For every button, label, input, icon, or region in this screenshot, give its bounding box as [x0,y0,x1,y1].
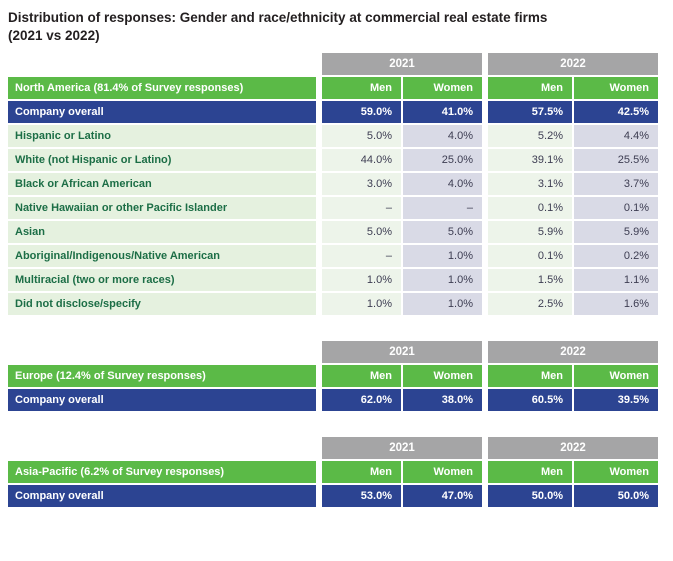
year-header-row: 2021 2022 [8,436,673,459]
gender-header-women-2022: Women [574,76,658,99]
value-cell: 5.0% [403,220,482,243]
company-overall-label: Company overall [8,388,316,411]
region-header-row: North America (81.4% of Survey responses… [8,76,673,99]
year-header-2022: 2022 [488,340,658,363]
value-cell: 5.2% [488,124,572,147]
gender-header-women-2021: Women [403,364,482,387]
value-cell: 5.9% [488,220,572,243]
region-header-label: North America (81.4% of Survey responses… [8,76,316,99]
company-overall-label: Company overall [8,484,316,507]
gender-header-women-2021: Women [403,460,482,483]
figure-title: Distribution of responses: Gender and ra… [8,10,548,43]
value-cell: 5.0% [322,124,401,147]
company-overall-label: Company overall [8,100,316,123]
value-cell: 60.5% [488,388,572,411]
year-header-row: 2021 2022 [8,52,673,75]
gender-header-men-2022: Men [488,76,572,99]
value-cell: 4.0% [403,172,482,195]
value-cell: 59.0% [322,100,401,123]
value-cell: 50.0% [488,484,572,507]
year-header-row: 2021 2022 [8,340,673,363]
table-north-america: 2021 2022 North America (81.4% of Survey… [8,52,673,315]
value-cell: 3.7% [574,172,658,195]
value-cell: 39.5% [574,388,658,411]
year-header-2021: 2021 [322,340,482,363]
value-cell: 1.1% [574,268,658,291]
region-header-label: Europe (12.4% of Survey responses) [8,364,316,387]
value-cell: 5.9% [574,220,658,243]
value-cell: 57.5% [488,100,572,123]
region-header-row: Asia-Pacific (6.2% of Survey responses) … [8,460,673,483]
value-cell: 3.0% [322,172,401,195]
value-cell: 62.0% [322,388,401,411]
value-cell: 42.5% [574,100,658,123]
row-label: Did not disclose/specify [8,292,316,315]
table-row: White (not Hispanic or Latino) 44.0% 25.… [8,148,673,171]
table-row: Black or African American 3.0% 4.0% 3.1%… [8,172,673,195]
table-row: Aboriginal/Indigenous/Native American – … [8,244,673,267]
row-label: Asian [8,220,316,243]
value-cell: 5.0% [322,220,401,243]
gender-header-men-2021: Men [322,460,401,483]
value-cell: 1.0% [403,292,482,315]
gender-header-men-2021: Men [322,364,401,387]
value-cell: 53.0% [322,484,401,507]
year-header-2022: 2022 [488,52,658,75]
table-row: Did not disclose/specify 1.0% 1.0% 2.5% … [8,292,673,315]
company-overall-row: Company overall 59.0% 41.0% 57.5% 42.5% [8,100,673,123]
row-label: Native Hawaiian or other Pacific Islande… [8,196,316,219]
year-header-2022: 2022 [488,436,658,459]
value-cell: 38.0% [403,388,482,411]
row-label: Hispanic or Latino [8,124,316,147]
value-cell: 1.0% [403,268,482,291]
gender-header-women-2021: Women [403,76,482,99]
row-label: Black or African American [8,172,316,195]
value-cell: 1.0% [322,268,401,291]
value-cell: 39.1% [488,148,572,171]
value-cell: – [403,196,482,219]
value-cell: – [322,244,401,267]
value-cell: 0.1% [488,196,572,219]
row-label: Aboriginal/Indigenous/Native American [8,244,316,267]
region-header-row: Europe (12.4% of Survey responses) Men W… [8,364,673,387]
gender-header-men-2022: Men [488,364,572,387]
value-cell: 0.1% [574,196,658,219]
company-overall-row: Company overall 62.0% 38.0% 60.5% 39.5% [8,388,673,411]
year-header-2021: 2021 [322,52,482,75]
value-cell: – [322,196,401,219]
value-cell: 25.5% [574,148,658,171]
gender-header-men-2022: Men [488,460,572,483]
value-cell: 4.4% [574,124,658,147]
value-cell: 44.0% [322,148,401,171]
year-header-2021: 2021 [322,436,482,459]
table-row: Multiracial (two or more races) 1.0% 1.0… [8,268,673,291]
value-cell: 1.5% [488,268,572,291]
table-asia-pacific: 2021 2022 Asia-Pacific (6.2% of Survey r… [8,436,673,507]
table-row: Native Hawaiian or other Pacific Islande… [8,196,673,219]
value-cell: 3.1% [488,172,572,195]
value-cell: 1.0% [322,292,401,315]
table-row: Asian 5.0% 5.0% 5.9% 5.9% [8,220,673,243]
row-label: White (not Hispanic or Latino) [8,148,316,171]
value-cell: 0.2% [574,244,658,267]
value-cell: 25.0% [403,148,482,171]
company-overall-row: Company overall 53.0% 47.0% 50.0% 50.0% [8,484,673,507]
value-cell: 47.0% [403,484,482,507]
value-cell: 2.5% [488,292,572,315]
value-cell: 41.0% [403,100,482,123]
value-cell: 50.0% [574,484,658,507]
row-label: Multiracial (two or more races) [8,268,316,291]
table-europe: 2021 2022 Europe (12.4% of Survey respon… [8,340,673,411]
value-cell: 0.1% [488,244,572,267]
gender-header-women-2022: Women [574,460,658,483]
value-cell: 1.0% [403,244,482,267]
gender-header-men-2021: Men [322,76,401,99]
value-cell: 4.0% [403,124,482,147]
gender-header-women-2022: Women [574,364,658,387]
value-cell: 1.6% [574,292,658,315]
region-header-label: Asia-Pacific (6.2% of Survey responses) [8,460,316,483]
table-row: Hispanic or Latino 5.0% 4.0% 5.2% 4.4% [8,124,673,147]
